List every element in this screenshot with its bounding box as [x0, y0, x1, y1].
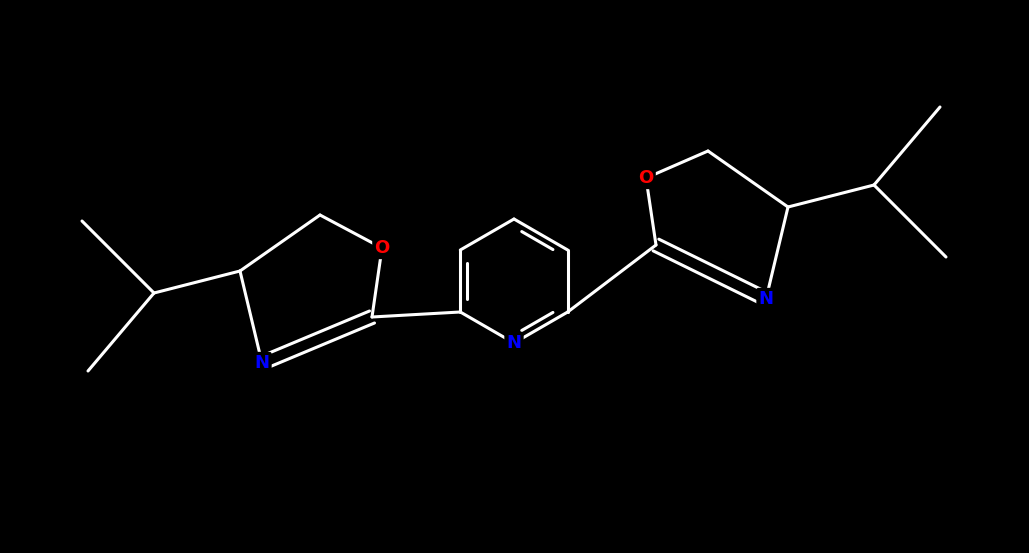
Text: N: N — [758, 290, 774, 308]
Text: O: O — [638, 169, 653, 187]
Text: N: N — [254, 354, 270, 372]
Text: N: N — [506, 334, 522, 352]
Text: O: O — [375, 239, 390, 257]
